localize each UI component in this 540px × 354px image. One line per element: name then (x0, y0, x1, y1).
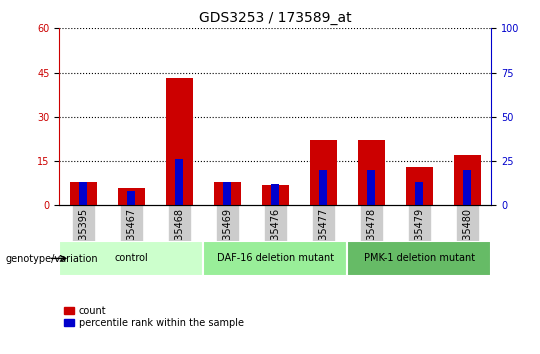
Bar (463, 170, 471, 205)
Bar (214, 182, 241, 205)
Bar (406, 167, 433, 205)
Text: control: control (114, 253, 148, 263)
Bar (118, 188, 145, 205)
Bar (454, 155, 481, 205)
Bar (415, 182, 423, 205)
Bar (166, 79, 193, 205)
Bar (59, 241, 204, 276)
Bar (224, 182, 231, 205)
Bar (204, 241, 347, 276)
Bar (310, 141, 336, 205)
Bar (320, 170, 327, 205)
Bar (176, 159, 184, 205)
Bar (358, 141, 384, 205)
Bar (272, 184, 279, 205)
Text: PMK-1 deletion mutant: PMK-1 deletion mutant (364, 253, 475, 263)
Legend: count, percentile rank within the sample: count, percentile rank within the sample (64, 306, 244, 328)
Bar (70, 182, 97, 205)
Bar (79, 182, 87, 205)
Title: GDS3253 / 173589_at: GDS3253 / 173589_at (199, 11, 352, 24)
Bar (262, 185, 288, 205)
Bar (367, 170, 375, 205)
Bar (347, 241, 491, 276)
Bar (127, 191, 136, 205)
Text: DAF-16 deletion mutant: DAF-16 deletion mutant (217, 253, 334, 263)
Text: genotype/variation: genotype/variation (5, 254, 98, 264)
